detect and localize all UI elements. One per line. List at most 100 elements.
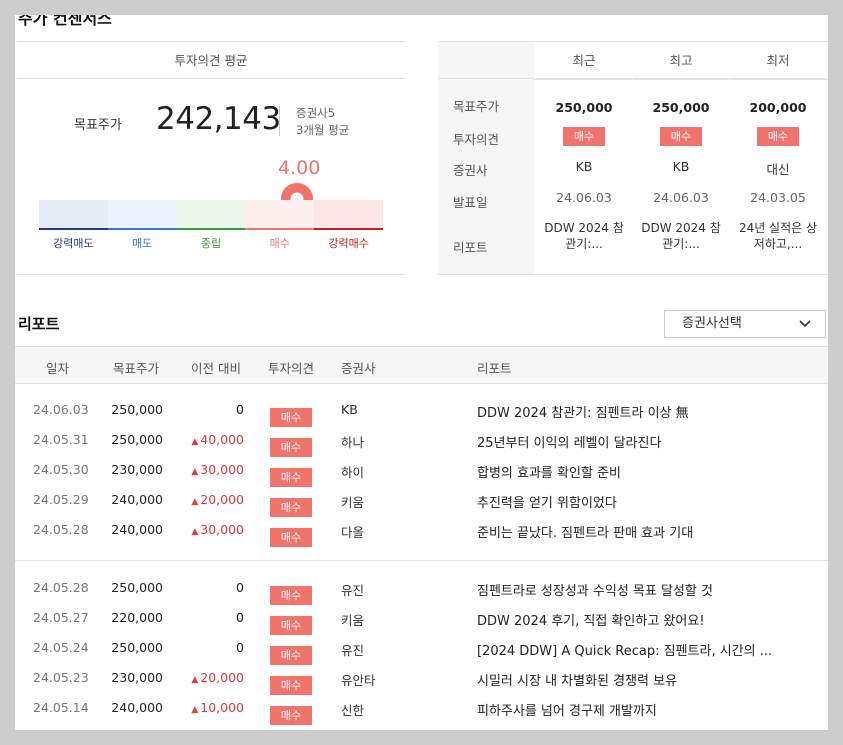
consensus-panel: 주가 컨센서스 투자의견 평균 목표주가 242,143 증권사5 3개월 평균… — [15, 15, 828, 730]
report-broker: 하이 — [341, 465, 365, 480]
table-row[interactable]: 24.05.27 220,000 0 매수 키움 DDW 2024 후기, 직접 확인하고… — [15, 603, 828, 635]
table-row[interactable]: 24.06.03 250,000 0 매수 KB DDW 2024 참관기: 짐펜트라 이… — [15, 395, 828, 427]
opinion-badge: 매수 — [270, 528, 312, 547]
summary-row-label: 목표주가 — [453, 99, 500, 114]
gauge-segment — [176, 200, 246, 230]
report-diff-value: 0 — [236, 610, 244, 625]
broker-count: 증권사5 — [296, 106, 336, 120]
opinion-badge: 매수 — [270, 468, 312, 487]
report-target-price: 240,000 — [111, 700, 163, 715]
report-link[interactable]: 시밀러 시장 내 차별화된 경쟁력 보유 — [477, 674, 678, 689]
report-link[interactable]: 추진력을 얻기 위함이었다 — [477, 496, 617, 511]
report-broker: KB — [341, 402, 358, 417]
up-arrow-icon: ▲ — [191, 467, 199, 477]
report-diff-value: 10,000 — [200, 700, 244, 715]
divider — [15, 560, 828, 561]
average-period: 3개월 평균 — [296, 123, 350, 137]
report-diff-value: 30,000 — [200, 522, 244, 537]
opinion-average-box: 투자의견 평균 목표주가 242,143 증권사5 3개월 평균 4.00 강력… — [17, 41, 405, 275]
table-row[interactable]: 24.05.24 250,000 0 매수 유진 [2024 DDW] A Quick R… — [15, 633, 828, 665]
col-opinion: 투자의견 — [268, 361, 315, 376]
report-broker: 키움 — [341, 495, 365, 510]
col-report: 리포트 — [477, 361, 512, 376]
table-row[interactable]: 24.05.31 250,000 ▲ 40,000 매수 하나 25년부터 이익의 레벨이 … — [15, 425, 828, 457]
gauge-label: 강력매수 — [328, 237, 369, 250]
opinion-badge: 매수 — [270, 646, 312, 665]
table-row[interactable]: 24.05.28 240,000 ▲ 30,000 매수 다올 준비는 끝났다. 짐펜트라 … — [15, 515, 828, 547]
report-target-price: 240,000 — [111, 522, 163, 537]
summary-column: 최고 250,000 매수 KB 24.06.03 DDW 2024 참관기:... — [633, 42, 729, 274]
report-broker: 유진 — [341, 583, 365, 598]
report-title: 리포트 — [18, 315, 60, 333]
report-link[interactable]: DDW 2024 후기, 직접 확인하고 왔어요! — [477, 614, 705, 629]
up-arrow-icon: ▲ — [191, 437, 199, 447]
col-broker: 증권사 — [341, 361, 376, 376]
opinion-badge: 매수 — [270, 616, 312, 635]
report-table-header: 일자 목표주가 이전 대비 투자의견 증권사 리포트 — [15, 346, 828, 384]
report-link[interactable]: DDW 2024 참관기: 짐펜트라 이상 無 — [477, 406, 689, 421]
report-target-price: 250,000 — [111, 640, 163, 655]
up-arrow-icon: ▲ — [191, 705, 199, 715]
opinion-badge: 매수 — [270, 706, 312, 725]
broker-select-label: 증권사선택 — [682, 316, 742, 331]
table-row[interactable]: 24.05.29 240,000 ▲ 20,000 매수 키움 추진력을 얻기 위함이었다 — [15, 485, 828, 517]
opinion-badge: 매수 — [270, 676, 312, 695]
table-row[interactable]: 24.05.23 230,000 ▲ 20,000 매수 유안타 시밀러 시장 내 차별화된… — [15, 663, 828, 695]
section-title: 주가 컨센서스 — [18, 15, 112, 28]
gauge-label: 매도 — [132, 237, 153, 250]
col-diff: 이전 대비 — [191, 361, 241, 376]
summary-column: 최근 250,000 매수 KB 24.06.03 DDW 2024 참관기:... — [536, 42, 632, 274]
summary-row-label: 투자의견 — [453, 132, 500, 147]
summary-price: 200,000 — [749, 100, 807, 115]
summary-column: 최저 200,000 매수 대신 24.03.05 24년 실적은 상저하고,... — [730, 42, 826, 274]
table-row[interactable]: 24.05.30 230,000 ▲ 30,000 매수 하이 합병의 효과를 확인할 준비 — [15, 455, 828, 487]
summary-column-header: 최저 — [730, 42, 826, 79]
report-diff: 0 — [180, 402, 244, 417]
report-diff: ▲ 30,000 — [180, 462, 244, 477]
summary-report-link[interactable]: 24년 실적은 상저하고,... — [738, 221, 818, 251]
report-diff-value: 0 — [236, 580, 244, 595]
report-diff-value: 0 — [236, 640, 244, 655]
report-date: 24.05.24 — [33, 640, 89, 655]
summary-header-blank — [438, 42, 534, 79]
report-date: 24.05.28 — [33, 522, 89, 537]
summary-report-link[interactable]: DDW 2024 참관기:... — [641, 221, 721, 251]
report-diff: 0 — [180, 580, 244, 595]
summary-date: 24.03.05 — [750, 190, 806, 205]
report-link[interactable]: 피하주사를 넘어 경구제 개발까지 — [477, 704, 657, 719]
opinion-badge: 매수 — [563, 127, 605, 146]
summary-broker: KB — [672, 159, 690, 174]
report-link[interactable]: 준비는 끝났다. 짐펜트라 판매 효과 기대 — [477, 526, 694, 541]
report-target-price: 240,000 — [111, 492, 163, 507]
report-link[interactable]: 25년부터 이익의 레벨이 달라진다 — [477, 436, 662, 451]
summary-date: 24.06.03 — [556, 190, 612, 205]
broker-summary-table: 목표주가 투자의견 증권사 발표일 리포트 최근 250,000 매수 KB 24.06.03 D… — [438, 41, 828, 275]
divider — [279, 106, 280, 136]
table-row[interactable]: 24.05.14 240,000 ▲ 10,000 매수 신한 피하주사를 넘어 경구제 개… — [15, 693, 828, 725]
gauge-label: 강력매도 — [53, 237, 94, 250]
report-date: 24.05.23 — [33, 670, 89, 685]
summary-row-label: 발표일 — [453, 195, 488, 210]
report-diff: 0 — [180, 640, 244, 655]
broker-select[interactable]: 증권사선택 — [664, 310, 826, 338]
report-link[interactable]: 합병의 효과를 확인할 준비 — [477, 466, 621, 481]
report-diff: ▲ 20,000 — [180, 492, 244, 507]
report-broker: 신한 — [341, 703, 365, 718]
report-diff: 0 — [180, 610, 244, 625]
report-target-price: 220,000 — [111, 610, 163, 625]
table-row[interactable]: 24.05.28 250,000 0 매수 유진 짐펜트라로 성장성과 수익성 목표 달성… — [15, 573, 828, 605]
report-diff-value: 30,000 — [200, 462, 244, 477]
summary-column-header: 최고 — [633, 42, 729, 79]
chevron-down-icon — [799, 320, 811, 328]
report-date: 24.05.27 — [33, 610, 89, 625]
opinion-average-header: 투자의견 평균 — [17, 42, 405, 79]
report-date: 24.05.14 — [33, 700, 89, 715]
opinion-badge: 매수 — [270, 438, 312, 457]
report-target-price: 230,000 — [111, 670, 163, 685]
report-link[interactable]: 짐펜트라로 성장성과 수익성 목표 달성할 것 — [477, 584, 713, 599]
report-link[interactable]: [2024 DDW] A Quick Recap: 짐펜트라, 시간의 ... — [477, 644, 773, 659]
report-diff-value: 0 — [236, 402, 244, 417]
gauge-label: 중립 — [200, 237, 222, 250]
summary-report-link[interactable]: DDW 2024 참관기:... — [544, 221, 624, 251]
gauge-segment — [245, 200, 315, 230]
